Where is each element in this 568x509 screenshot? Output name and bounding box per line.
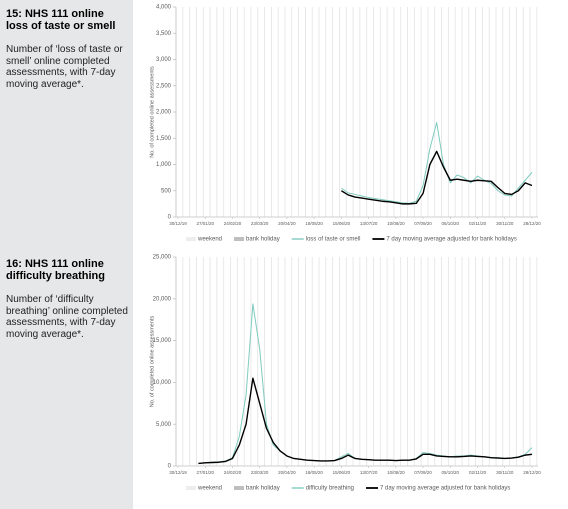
side-panel: 15: NHS 111 online loss of taste or smel… (0, 0, 133, 509)
legend-label: bank holiday (246, 486, 280, 492)
x-tick-label: 28/12/20 (523, 470, 541, 475)
series-line (341, 150, 533, 205)
y-tick-label: 10,000 (153, 380, 172, 386)
x-tick-label: 15/06/20 (333, 221, 351, 226)
x-tick-label: 07/09/20 (414, 221, 432, 226)
y-tick-label: 2,500 (156, 83, 172, 89)
series-line (341, 122, 533, 204)
series-line (198, 303, 533, 464)
y-tick-label: 25,000 (153, 255, 172, 261)
y-tick-label: 500 (161, 188, 172, 194)
x-tick-label: 13/07/20 (360, 221, 378, 226)
section: 16: NHS 111 online difficulty breathing … (6, 258, 128, 340)
y-tick-label: 15,000 (153, 338, 172, 344)
legend-swatch (186, 237, 196, 241)
y-tick-label: 0 (168, 464, 172, 470)
x-tick-label: 15/06/20 (333, 470, 351, 475)
y-tick-label: 2,000 (156, 110, 172, 116)
x-tick-label: 13/07/20 (360, 470, 378, 475)
x-tick-label: 28/12/20 (523, 221, 541, 226)
x-tick-label: 24/02/20 (224, 221, 242, 226)
x-tick-label: 18/05/20 (305, 470, 323, 475)
y-tick-label: 1,500 (156, 136, 172, 142)
x-tick-label: 05/10/20 (442, 470, 460, 475)
x-tick-label: 30/12/19 (169, 221, 187, 226)
y-tick-label: 0 (168, 215, 172, 221)
x-tick-label: 27/01/20 (196, 470, 214, 475)
legend-swatch (234, 237, 245, 241)
section-heading: 16: NHS 111 online difficulty breathing (6, 258, 105, 282)
y-tick-label: 3,500 (156, 31, 172, 37)
x-tick-label: 23/03/20 (251, 221, 269, 226)
series-line (198, 377, 533, 465)
x-tick-label: 18/05/20 (305, 221, 323, 226)
legend-label: 7 day moving average adjusted for bank h… (380, 486, 510, 492)
x-tick-label: 30/12/19 (169, 470, 187, 475)
legend-label: 7 day moving average adjusted for bank h… (386, 237, 516, 243)
x-tick-label: 20/04/20 (278, 470, 296, 475)
x-tick-label: 07/09/20 (414, 470, 432, 475)
x-tick-label: 10/08/20 (387, 221, 405, 226)
x-tick-label: 24/02/20 (224, 470, 242, 475)
y-axis-label: No. of completed online assessments (149, 316, 155, 408)
y-tick-label: 5,000 (156, 422, 172, 428)
x-tick-label: 30/11/20 (496, 221, 514, 226)
legend-label: difficulty breathing (306, 486, 354, 492)
x-tick-label: 02/11/20 (469, 221, 487, 226)
section: 15: NHS 111 online loss of taste or smel… (6, 8, 128, 90)
section-heading: 15: NHS 111 online loss of taste or smel… (6, 8, 116, 32)
x-tick-label: 02/11/20 (469, 470, 487, 475)
x-tick-label: 10/08/20 (387, 470, 405, 475)
legend-label: bank holiday (246, 237, 280, 243)
x-tick-label: 05/10/20 (442, 221, 460, 226)
legend-label: weekend (197, 237, 222, 243)
x-tick-label: 23/03/20 (251, 470, 269, 475)
legend-label: weekend (197, 486, 222, 492)
x-tick-label: 27/01/20 (196, 221, 214, 226)
y-tick-label: 20,000 (153, 296, 172, 302)
x-tick-label: 30/11/20 (496, 470, 514, 475)
x-tick-label: 20/04/20 (278, 221, 296, 226)
y-tick-label: 3,000 (156, 57, 172, 63)
legend-swatch (234, 486, 245, 490)
y-tick-label: 4,000 (156, 5, 172, 11)
section-description: Number of ‘difficulty breathing’ online … (6, 294, 128, 340)
y-axis-label: No. of completed online assessments (149, 66, 155, 158)
y-tick-label: 1,000 (156, 162, 172, 168)
legend-label: loss of taste or smell (306, 237, 361, 243)
section-description: Number of ‘loss of taste or smell’ onlin… (6, 44, 123, 90)
legend-swatch (186, 486, 196, 490)
